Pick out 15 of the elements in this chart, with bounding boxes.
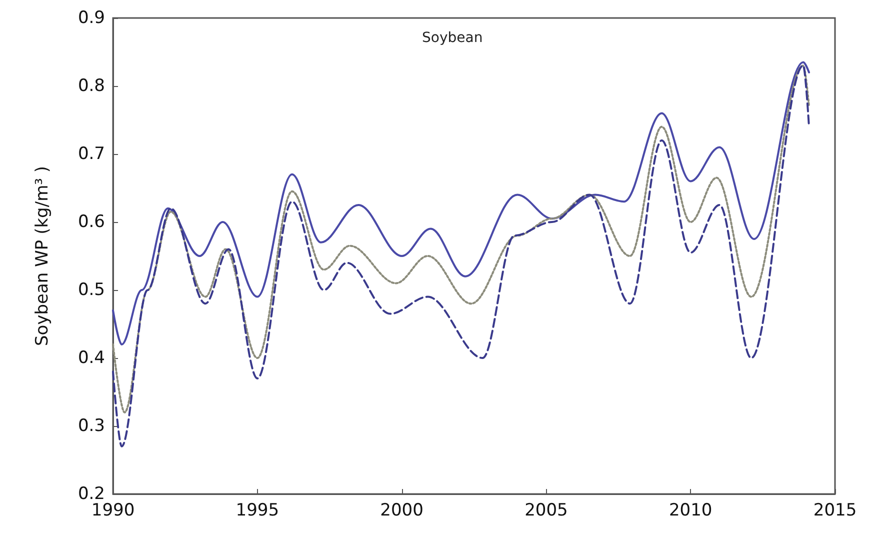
x-tick-label: 2000 [380, 500, 424, 520]
x-tick-label: 2010 [668, 500, 712, 520]
y-tick-label: 0.4 [78, 348, 105, 368]
x-tick-label: 2005 [524, 500, 568, 520]
y-tick-label: 0.7 [78, 144, 105, 164]
y-tick-label: 0.9 [78, 8, 105, 28]
line-series [112, 61, 810, 346]
y-tick-label: 0.5 [78, 280, 105, 300]
y-axis-title: Soybean WP (kg/m³ ) [32, 166, 52, 346]
x-tick-label: 1995 [236, 500, 280, 520]
text: Soybean [422, 30, 483, 46]
y-tick-label: 0.3 [78, 416, 105, 436]
y-tick-label: 0.6 [78, 212, 105, 232]
x-tick-label: 2015 [813, 500, 857, 520]
y-tick-label: 0.8 [78, 76, 105, 96]
